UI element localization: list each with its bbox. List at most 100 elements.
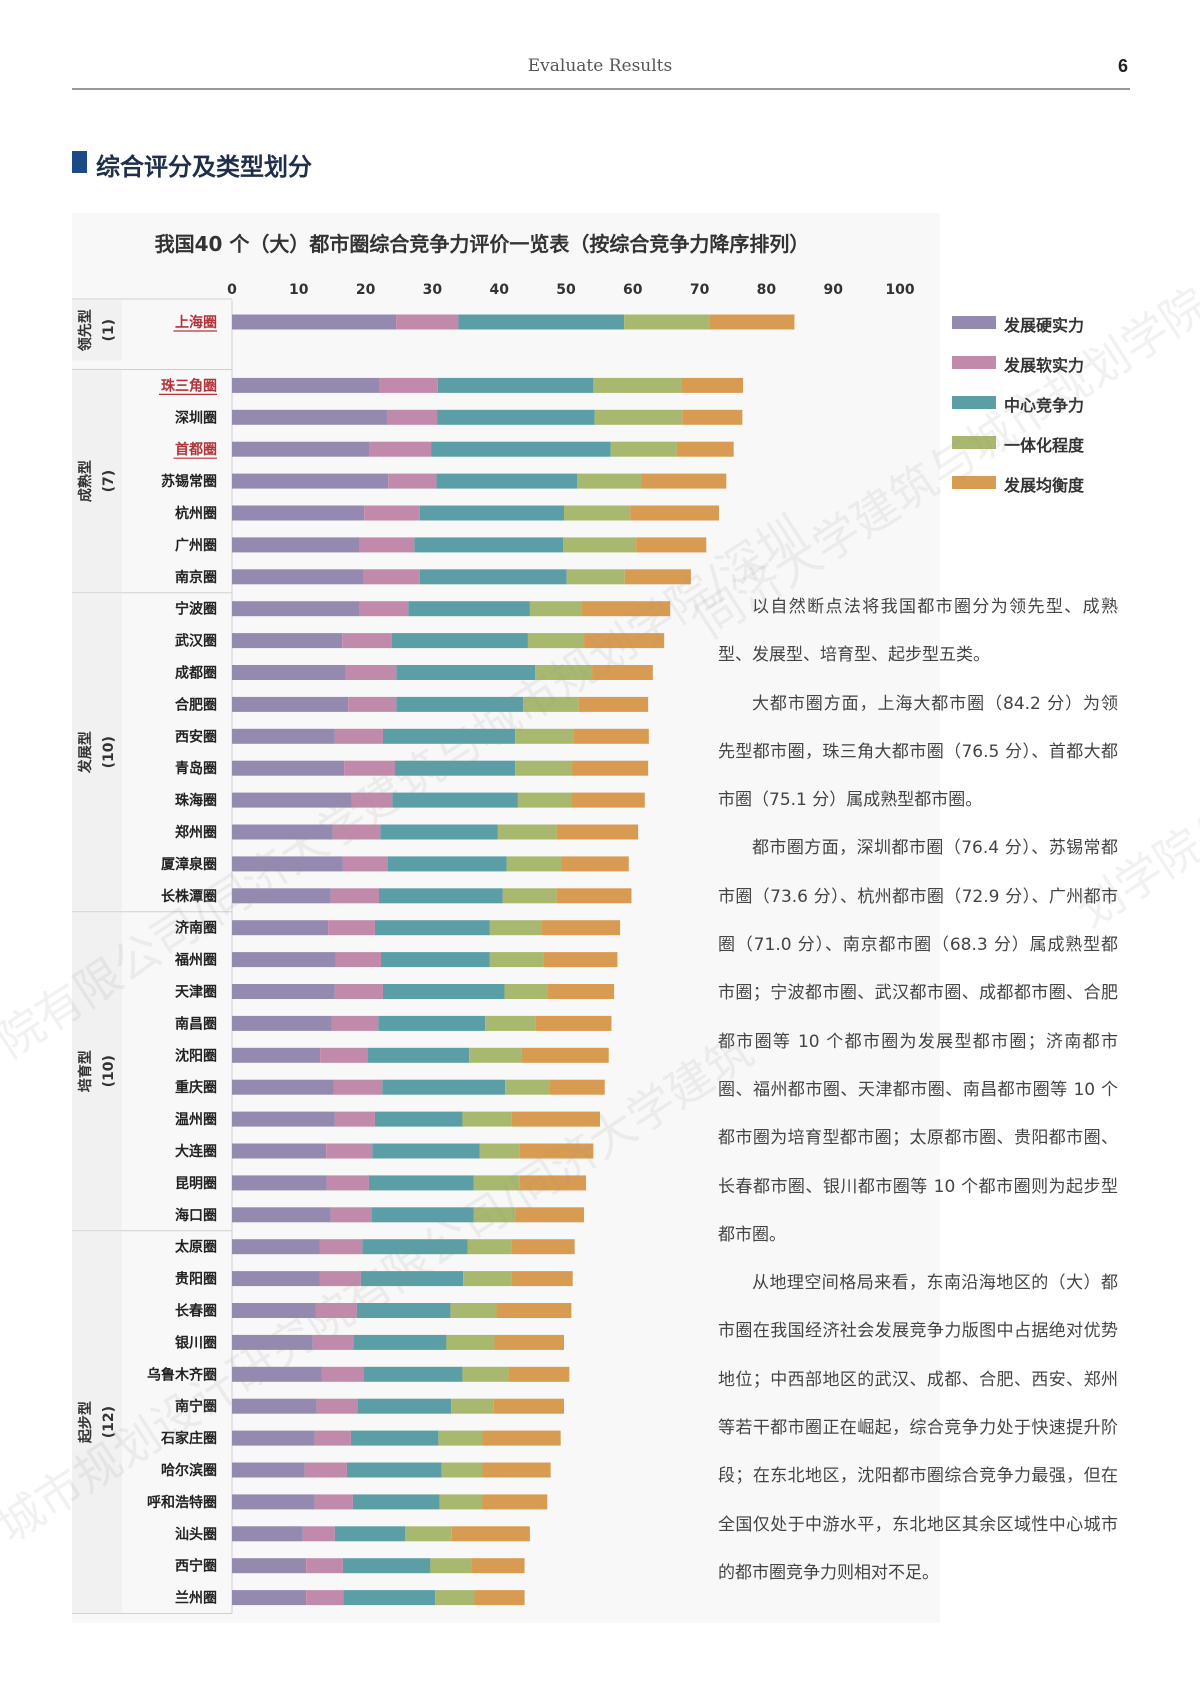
group-count: (12) [101, 1406, 117, 1438]
bar-segment [334, 1526, 406, 1542]
category-label: 海口圈 [175, 1207, 217, 1224]
bar-segment [435, 1590, 475, 1606]
section-marker [72, 151, 87, 173]
bar-segment [232, 473, 389, 489]
bar-segment [232, 1079, 334, 1095]
bar-segment [463, 1271, 512, 1287]
category-label: 福州圈 [174, 952, 217, 969]
category-label: 贵阳圈 [175, 1271, 217, 1288]
category-label: 汕头圈 [175, 1526, 217, 1543]
category-label: 成都圈 [175, 665, 217, 682]
bar-segment [232, 888, 331, 904]
bar-segment [328, 920, 375, 936]
bar-segment [315, 1303, 357, 1318]
bar-segment [610, 441, 677, 457]
bar-segment [594, 409, 683, 425]
bar-segment [232, 505, 365, 521]
bar-segment [232, 1398, 317, 1414]
bar-segment [556, 888, 632, 904]
bar-segment [232, 824, 333, 840]
bar-segment [519, 1143, 594, 1159]
bar-segment [379, 377, 438, 393]
bar-segment [382, 984, 505, 999]
bar-segment [332, 824, 381, 840]
x-tick-label: 30 [423, 282, 443, 298]
bar-segment [352, 1494, 440, 1510]
bar-segment [232, 1047, 321, 1063]
bar-segment [543, 952, 618, 968]
category-label: 长株潭圈 [161, 888, 217, 905]
category-label: 昆明圈 [175, 1176, 217, 1192]
bar-segment [482, 1430, 561, 1446]
category-label: 合肥圈 [175, 696, 217, 713]
paragraph: 从地理空间格局来看，东南沿海地区的（大）都市圈在我国经济社会发展竞争力版图中占据… [718, 1273, 1118, 1583]
bar-segment [535, 1015, 612, 1031]
bar-segment [441, 1462, 483, 1478]
bar-segment [511, 1111, 601, 1127]
bar-segment [232, 1111, 335, 1127]
bar-segment [535, 665, 593, 680]
bar-segment [374, 920, 490, 936]
bar-segment [372, 1143, 480, 1159]
bar-segment [471, 1558, 525, 1574]
bar-segment [232, 984, 335, 999]
bar-segment [302, 1526, 335, 1542]
bar-segment [363, 569, 420, 585]
category-label: 呼和浩特圈 [147, 1494, 217, 1511]
bar-segment [437, 409, 595, 425]
bar-segment [367, 1047, 470, 1063]
bar-segment [450, 1303, 497, 1318]
category-label: 石家庄圈 [160, 1430, 217, 1447]
category-label: 乌鲁木齐圈 [147, 1366, 217, 1383]
category-label: 杭州圈 [175, 505, 217, 522]
bar-segment [232, 696, 349, 712]
bar-segment [556, 824, 639, 840]
bar-segment [469, 1047, 522, 1063]
category-label: 上海圈 [175, 314, 217, 331]
bar-segment [232, 1366, 322, 1382]
bar-segment [521, 1047, 609, 1063]
bar-segment [232, 1015, 332, 1031]
bar-segment [232, 1494, 315, 1510]
bar-segment [541, 920, 621, 936]
bar-segment [314, 1430, 351, 1446]
category-label: 太原圈 [175, 1239, 217, 1256]
bar-segment [515, 1207, 585, 1223]
category-label: 沈阳圈 [175, 1047, 217, 1064]
bar-segment [342, 633, 392, 649]
bar-segment [479, 1143, 520, 1159]
bar-segment [232, 441, 370, 457]
bar-segment [232, 1143, 327, 1159]
bar-segment [232, 1430, 315, 1446]
category-label: 哈尔滨圈 [161, 1462, 217, 1479]
bar-segment [232, 601, 360, 617]
bar-segment [709, 314, 795, 330]
bar-segment [519, 1175, 587, 1191]
group-band [72, 912, 122, 1230]
paragraph: 以自然断点法将我国都市圈分为领先型、成熟型、发展型、培育型、起步型五类。 [718, 597, 1118, 666]
group-label: 发展型 [77, 731, 94, 774]
bar-segment [563, 505, 631, 521]
bar-segment [330, 888, 379, 904]
bar-segment [232, 1207, 331, 1223]
bar-segment [321, 1366, 364, 1382]
x-tick-label: 70 [690, 282, 710, 298]
bar-segment [232, 1271, 320, 1287]
bar-segment [359, 537, 415, 553]
x-tick-label: 10 [289, 282, 309, 298]
bar-segment [232, 1590, 307, 1606]
bar-segment [473, 1175, 520, 1191]
bar-segment [508, 1366, 570, 1382]
bar-segment [232, 409, 387, 425]
category-label: 西安圈 [175, 728, 217, 745]
bar-segment [515, 760, 572, 776]
bar-segment [676, 441, 734, 457]
bar-segment [517, 792, 573, 808]
bar-segment [364, 505, 420, 521]
group-label: 成熟型 [77, 460, 94, 502]
bar-segment [232, 952, 336, 968]
bar-segment [334, 1111, 375, 1127]
bar-segment [641, 473, 727, 489]
bar-segment [394, 760, 516, 776]
bar-segment [342, 856, 388, 872]
